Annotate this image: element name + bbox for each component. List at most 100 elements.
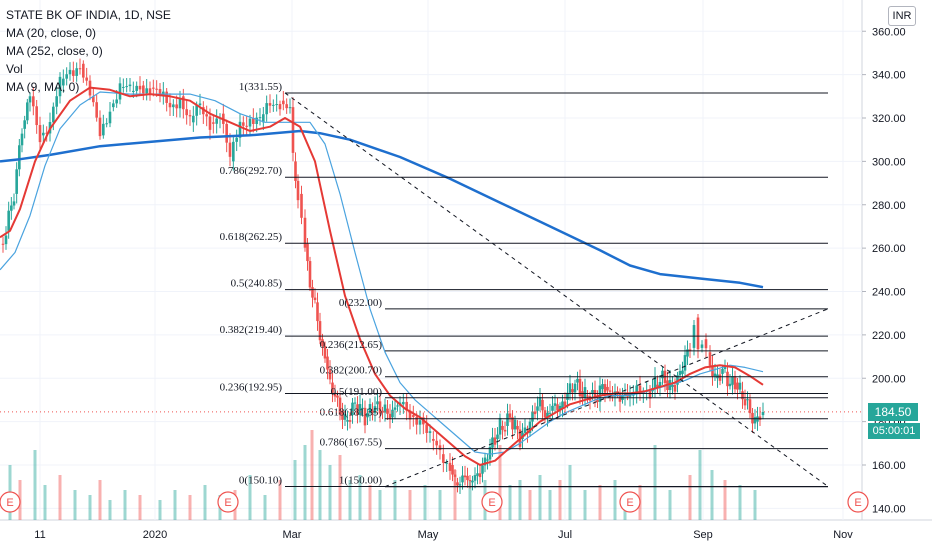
volume-bar bbox=[408, 490, 412, 520]
x-tick-label[interactable]: Jul bbox=[558, 529, 572, 541]
y-tick-label: 140.00 bbox=[872, 503, 906, 515]
candle-body bbox=[503, 429, 507, 432]
candle-body bbox=[425, 424, 428, 433]
volume-bar bbox=[393, 480, 397, 520]
candle-body bbox=[576, 378, 579, 383]
candle-body bbox=[215, 118, 218, 124]
candle-body bbox=[671, 385, 674, 387]
volume-bar bbox=[278, 480, 282, 520]
volume-bar bbox=[328, 465, 332, 520]
candle-body bbox=[128, 84, 132, 87]
candle-body bbox=[18, 145, 21, 170]
candle-body bbox=[333, 392, 337, 397]
candle-body bbox=[265, 103, 268, 115]
fib-left-level-label[interactable]: 0.236(192.95) bbox=[220, 382, 283, 394]
y-tick-label: 360.00 bbox=[872, 26, 906, 38]
fib-left-level-label[interactable]: 1(331.55) bbox=[239, 81, 282, 93]
x-tick-label[interactable]: 2020 bbox=[143, 529, 167, 541]
candle-body bbox=[198, 103, 202, 106]
candle-body bbox=[581, 391, 584, 399]
x-tick-label[interactable]: 11 bbox=[34, 529, 45, 541]
fib-left-level-label[interactable]: 0.618(262.25) bbox=[220, 231, 283, 243]
candle-body bbox=[368, 404, 372, 414]
candle-body bbox=[92, 96, 95, 103]
indicator-ma252-label[interactable]: MA (252, close, 0) bbox=[6, 44, 103, 58]
candle-body bbox=[278, 104, 282, 110]
x-tick-label[interactable]: Nov bbox=[833, 529, 853, 541]
candle-body bbox=[551, 405, 554, 411]
fib-right-level-label[interactable]: 0(232.00) bbox=[339, 297, 382, 309]
volume-bar bbox=[668, 490, 672, 520]
candle-body bbox=[85, 77, 88, 81]
candle-body bbox=[506, 413, 509, 426]
candle-body bbox=[700, 344, 704, 348]
candle-body bbox=[573, 383, 577, 393]
candle-body bbox=[498, 417, 502, 435]
fib-right-level-label[interactable]: 0.236(212.65) bbox=[320, 339, 383, 351]
candle-body bbox=[656, 384, 659, 388]
earnings-marker-icon[interactable] bbox=[0, 491, 21, 513]
candle-body bbox=[172, 104, 175, 108]
fib-left-level-label[interactable]: 0.5(240.85) bbox=[231, 278, 283, 290]
indicator-vol-label[interactable]: Vol bbox=[6, 62, 23, 76]
candle-body bbox=[661, 370, 664, 379]
fib-right-level-label[interactable]: 0.786(167.55) bbox=[320, 437, 383, 449]
candle-body bbox=[105, 123, 108, 125]
fib-right-level-label[interactable]: 0.618(181.35) bbox=[320, 407, 383, 419]
candle-body bbox=[152, 87, 155, 89]
y-tick-label: 320.00 bbox=[872, 113, 906, 125]
candle-body bbox=[158, 89, 162, 95]
earnings-marker-icon[interactable] bbox=[619, 491, 641, 513]
candle-body bbox=[248, 118, 252, 127]
indicator-ma9-label[interactable]: MA (9, MA, 0) bbox=[6, 80, 80, 94]
y-tick-label: 240.00 bbox=[872, 287, 906, 299]
candle-body bbox=[142, 85, 145, 94]
candle-body bbox=[62, 78, 65, 86]
volume-bar bbox=[538, 475, 542, 520]
x-tick-label[interactable]: May bbox=[418, 529, 439, 541]
x-tick-label[interactable]: Mar bbox=[283, 529, 302, 541]
candle-body bbox=[723, 367, 727, 369]
candle-body bbox=[155, 88, 158, 90]
indicator-ma20-label[interactable]: MA (20, close, 0) bbox=[6, 26, 97, 40]
candle-body bbox=[638, 385, 642, 392]
currency-button[interactable]: INR bbox=[888, 6, 916, 26]
candle-body bbox=[38, 125, 42, 143]
candle-body bbox=[435, 440, 438, 446]
candle-body bbox=[488, 446, 492, 460]
fib-left-level-label[interactable]: 0.382(219.40) bbox=[220, 324, 283, 336]
fib-right-level-label[interactable]: 0.5(191.00) bbox=[331, 386, 383, 398]
fib-left-level-label[interactable]: 0.786(292.70) bbox=[220, 165, 283, 177]
candle-body bbox=[242, 122, 245, 126]
volume-bar bbox=[613, 480, 617, 520]
candle-body bbox=[82, 63, 85, 78]
candle-body bbox=[42, 132, 45, 136]
candle-body bbox=[428, 431, 432, 433]
candle-body bbox=[52, 106, 55, 123]
candle-body bbox=[556, 404, 559, 411]
candle-body bbox=[733, 376, 737, 390]
fib-left-level-label[interactable]: 0(150.10) bbox=[239, 474, 282, 486]
candle-body bbox=[55, 96, 58, 107]
fib-right-level-label[interactable]: 1(150.00) bbox=[339, 475, 382, 487]
candle-body bbox=[388, 413, 392, 420]
volume-bar bbox=[423, 485, 427, 520]
earnings-marker-icon[interactable] bbox=[217, 491, 239, 513]
earnings-marker-icon[interactable] bbox=[847, 491, 869, 513]
earnings-marker-icon[interactable] bbox=[481, 491, 503, 513]
candle-body bbox=[408, 410, 412, 420]
symbol-title[interactable]: STATE BK OF INDIA, 1D, NSE bbox=[6, 8, 171, 22]
volume-bar bbox=[558, 480, 562, 520]
volume-bar bbox=[688, 475, 692, 520]
x-tick-label[interactable]: Sep bbox=[693, 529, 713, 541]
candle-body bbox=[245, 125, 248, 127]
fib-right-level-label[interactable]: 0.382(200.70) bbox=[320, 365, 383, 377]
candle-body bbox=[192, 115, 195, 123]
candle-body bbox=[208, 116, 212, 130]
candle-body bbox=[268, 103, 272, 106]
candle-body bbox=[402, 401, 405, 405]
candle-body bbox=[461, 475, 464, 483]
volume-bar bbox=[710, 470, 714, 520]
